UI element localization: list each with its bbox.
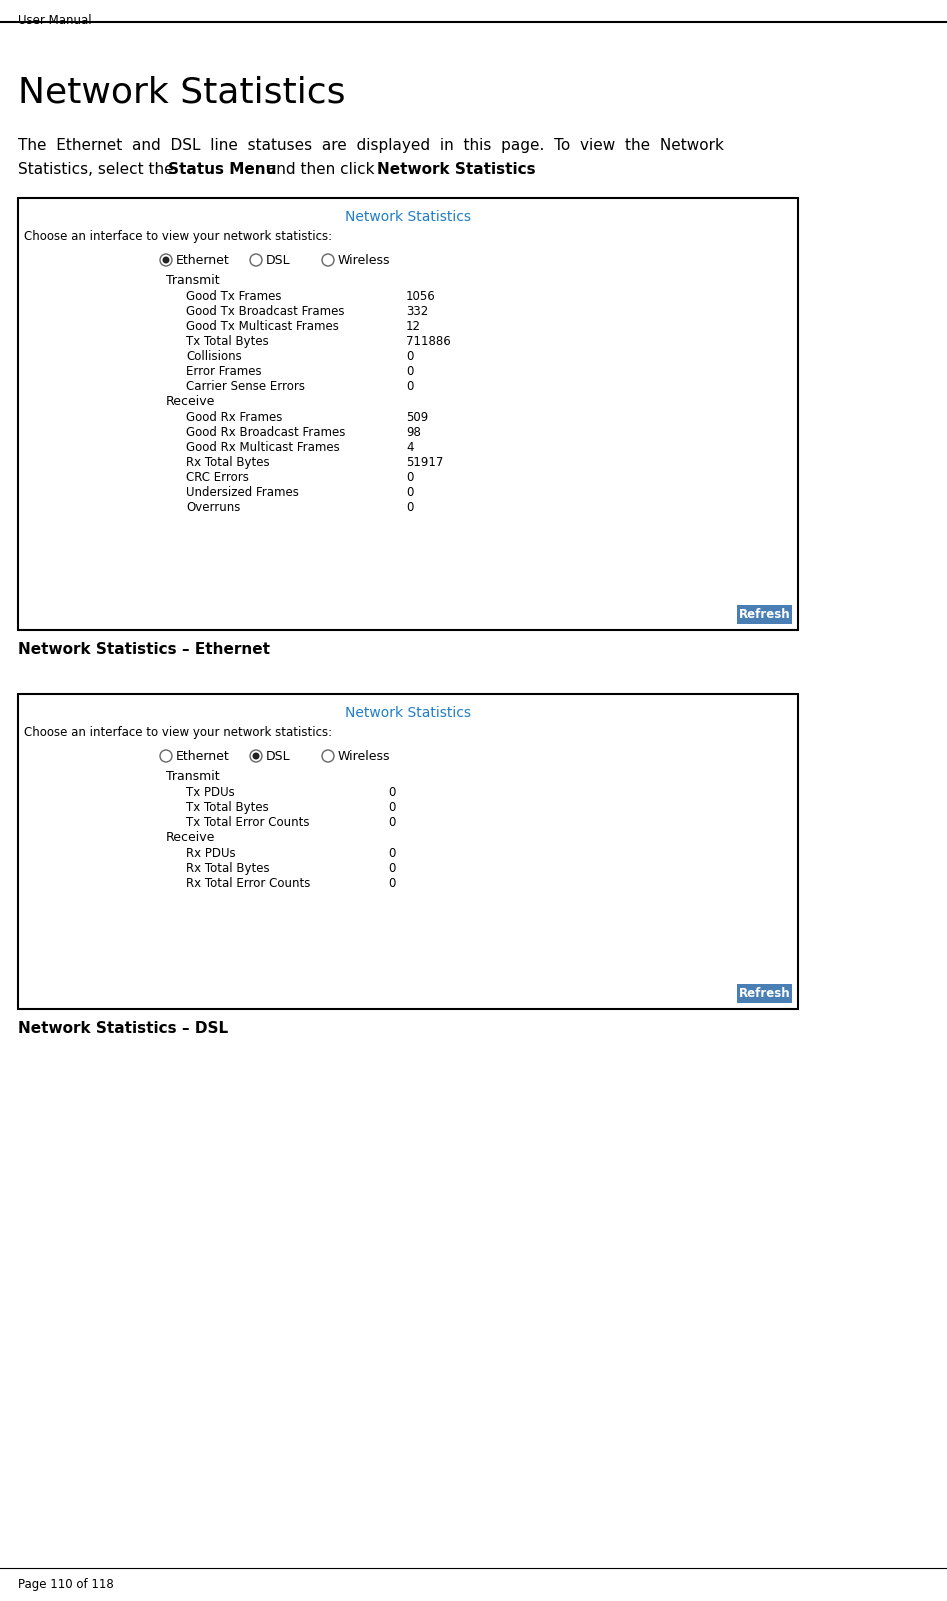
Text: Rx Total Bytes: Rx Total Bytes [186,861,270,876]
Text: Good Rx Broadcast Frames: Good Rx Broadcast Frames [186,426,346,439]
Text: 0: 0 [388,786,396,799]
Text: 1056: 1056 [406,290,436,303]
Text: Wireless: Wireless [338,749,390,764]
Text: 332: 332 [406,306,428,319]
Text: 98: 98 [406,426,420,439]
Text: 12: 12 [406,320,421,333]
Text: DSL: DSL [266,255,291,267]
Text: Undersized Frames: Undersized Frames [186,487,299,500]
Text: 0: 0 [406,365,414,378]
Text: Carrier Sense Errors: Carrier Sense Errors [186,379,305,392]
Text: Transmit: Transmit [166,770,220,783]
Text: Overruns: Overruns [186,501,241,514]
Text: Network Statistics: Network Statistics [18,75,346,109]
Circle shape [160,255,172,266]
Circle shape [163,256,170,264]
Circle shape [322,255,334,266]
Text: Network Statistics: Network Statistics [377,162,536,178]
Text: Ethernet: Ethernet [176,255,230,267]
Bar [737,985,792,1002]
Text: CRC Errors: CRC Errors [186,471,249,484]
Text: Choose an interface to view your network statistics:: Choose an interface to view your network… [24,725,332,740]
Text: Good Rx Frames: Good Rx Frames [186,411,282,424]
Text: DSL: DSL [266,749,291,764]
Bar [18,693,798,1009]
Text: Tx Total Bytes: Tx Total Bytes [186,335,269,347]
Text: Receive: Receive [166,831,215,844]
Circle shape [322,749,334,762]
Text: .: . [521,162,526,178]
Text: Tx PDUs: Tx PDUs [186,786,235,799]
Text: Statistics, select the: Statistics, select the [18,162,178,178]
Text: Network Statistics: Network Statistics [345,210,471,224]
Text: 0: 0 [388,847,396,860]
Text: Refresh: Refresh [739,608,791,621]
Text: Good Rx Multicast Frames: Good Rx Multicast Frames [186,440,340,455]
Text: Transmit: Transmit [166,274,220,287]
Text: Page 110 of 118: Page 110 of 118 [18,1579,114,1591]
Circle shape [253,752,259,759]
Text: Receive: Receive [166,395,215,408]
Text: 0: 0 [388,800,396,813]
Circle shape [250,255,262,266]
Circle shape [250,749,262,762]
Text: Error Frames: Error Frames [186,365,261,378]
Text: 0: 0 [388,817,396,829]
Text: 0: 0 [388,877,396,890]
Text: and then click: and then click [262,162,380,178]
Text: Choose an interface to view your network statistics:: Choose an interface to view your network… [24,231,332,243]
Text: Network Statistics – DSL: Network Statistics – DSL [18,1021,228,1036]
Text: 509: 509 [406,411,428,424]
Text: 0: 0 [406,351,414,363]
Text: Ethernet: Ethernet [176,749,230,764]
Text: 0: 0 [388,861,396,876]
Text: 711886: 711886 [406,335,451,347]
Text: Refresh: Refresh [739,986,791,1001]
Text: Good Tx Frames: Good Tx Frames [186,290,281,303]
Text: 4: 4 [406,440,414,455]
Text: Rx Total Error Counts: Rx Total Error Counts [186,877,311,890]
Text: 0: 0 [406,471,414,484]
Text: Network Statistics – Ethernet: Network Statistics – Ethernet [18,642,270,656]
Text: 0: 0 [406,487,414,500]
Bar [737,605,792,624]
Text: Good Tx Multicast Frames: Good Tx Multicast Frames [186,320,339,333]
Text: Rx PDUs: Rx PDUs [186,847,236,860]
Bar [18,199,798,631]
Text: Good Tx Broadcast Frames: Good Tx Broadcast Frames [186,306,345,319]
Text: 51917: 51917 [406,456,443,469]
Text: The  Ethernet  and  DSL  line  statuses  are  displayed  in  this  page.  To  vi: The Ethernet and DSL line statuses are d… [18,138,724,154]
Text: Wireless: Wireless [338,255,390,267]
Text: Network Statistics: Network Statistics [345,706,471,720]
Text: Collisions: Collisions [186,351,241,363]
Text: User Manual: User Manual [18,14,92,27]
Text: Status Menu: Status Menu [168,162,277,178]
Text: Tx Total Error Counts: Tx Total Error Counts [186,817,310,829]
Text: 0: 0 [406,379,414,392]
Circle shape [160,749,172,762]
Text: Tx Total Bytes: Tx Total Bytes [186,800,269,813]
Text: Rx Total Bytes: Rx Total Bytes [186,456,270,469]
Text: 0: 0 [406,501,414,514]
